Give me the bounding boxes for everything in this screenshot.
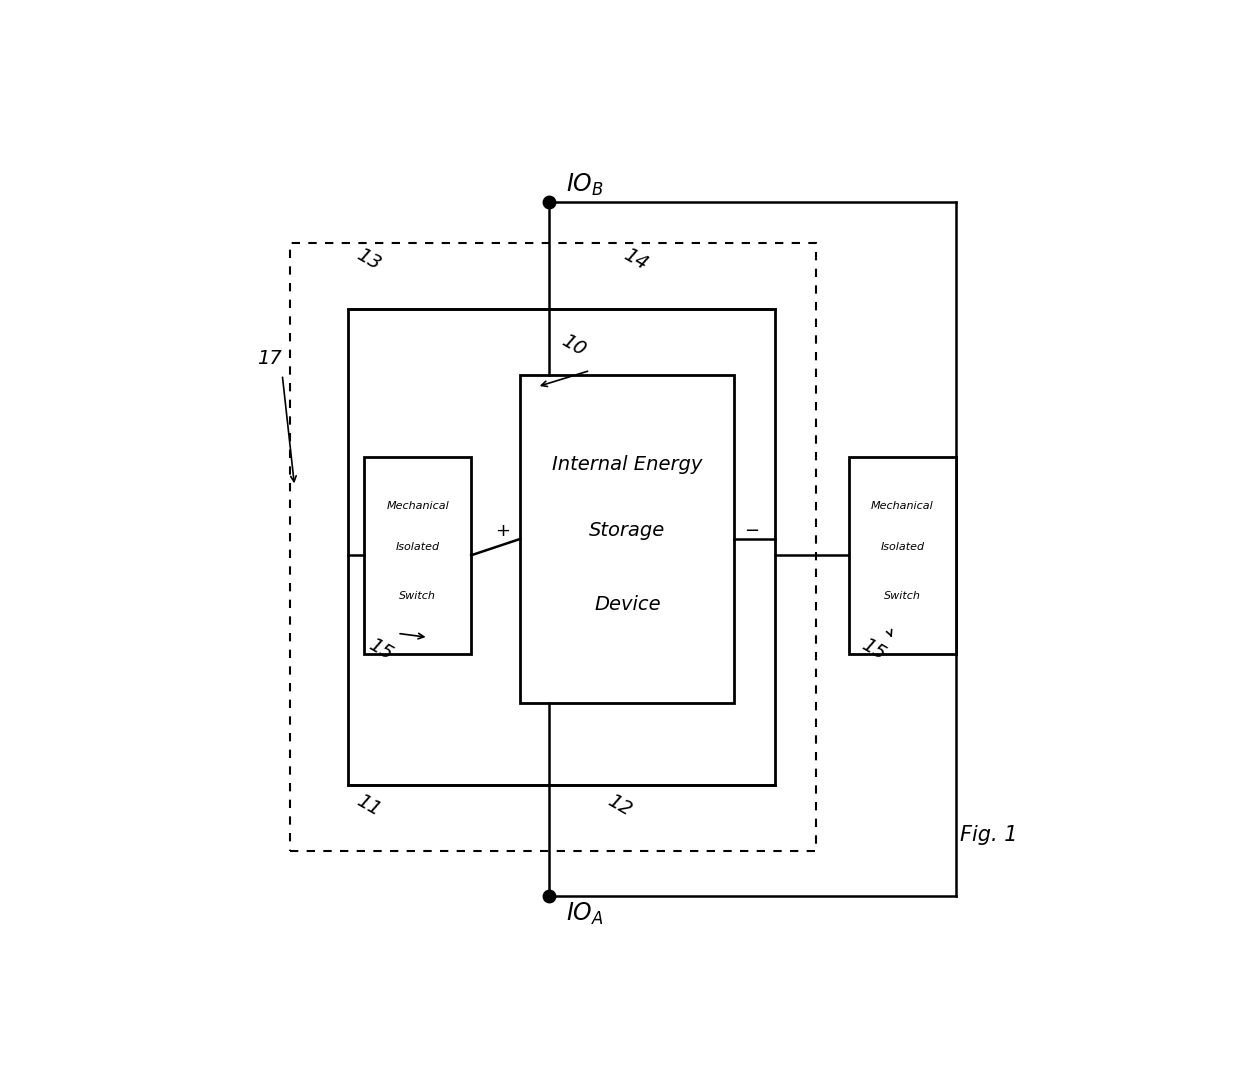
Text: 15: 15	[366, 635, 397, 664]
Text: $\mathit{IO}_A$: $\mathit{IO}_A$	[565, 901, 604, 926]
Text: Fig. 1: Fig. 1	[960, 825, 1018, 845]
Text: Storage: Storage	[589, 521, 666, 540]
Bar	[849, 457, 956, 654]
Text: $\mathit{IO}_B$: $\mathit{IO}_B$	[565, 172, 604, 197]
Text: 12: 12	[604, 792, 635, 821]
Text: Mechanical: Mechanical	[387, 501, 449, 511]
Text: Device: Device	[594, 595, 661, 615]
Text: 11: 11	[353, 792, 384, 821]
Text: Mechanical: Mechanical	[872, 501, 934, 511]
Text: Isolated: Isolated	[880, 542, 925, 552]
Text: +: +	[495, 522, 510, 540]
Text: Switch: Switch	[399, 591, 436, 602]
Text: 17: 17	[258, 349, 283, 368]
Text: 13: 13	[353, 245, 384, 274]
Bar	[521, 375, 734, 703]
Text: 15: 15	[858, 635, 889, 664]
Bar	[365, 457, 471, 654]
Text: Switch: Switch	[884, 591, 921, 602]
Text: −: −	[744, 522, 760, 540]
Text: Isolated: Isolated	[396, 542, 440, 552]
Text: 14: 14	[620, 245, 651, 274]
Text: 10: 10	[558, 332, 589, 361]
Text: Internal Energy: Internal Energy	[552, 456, 703, 475]
Bar	[348, 308, 775, 785]
Bar	[290, 243, 816, 851]
